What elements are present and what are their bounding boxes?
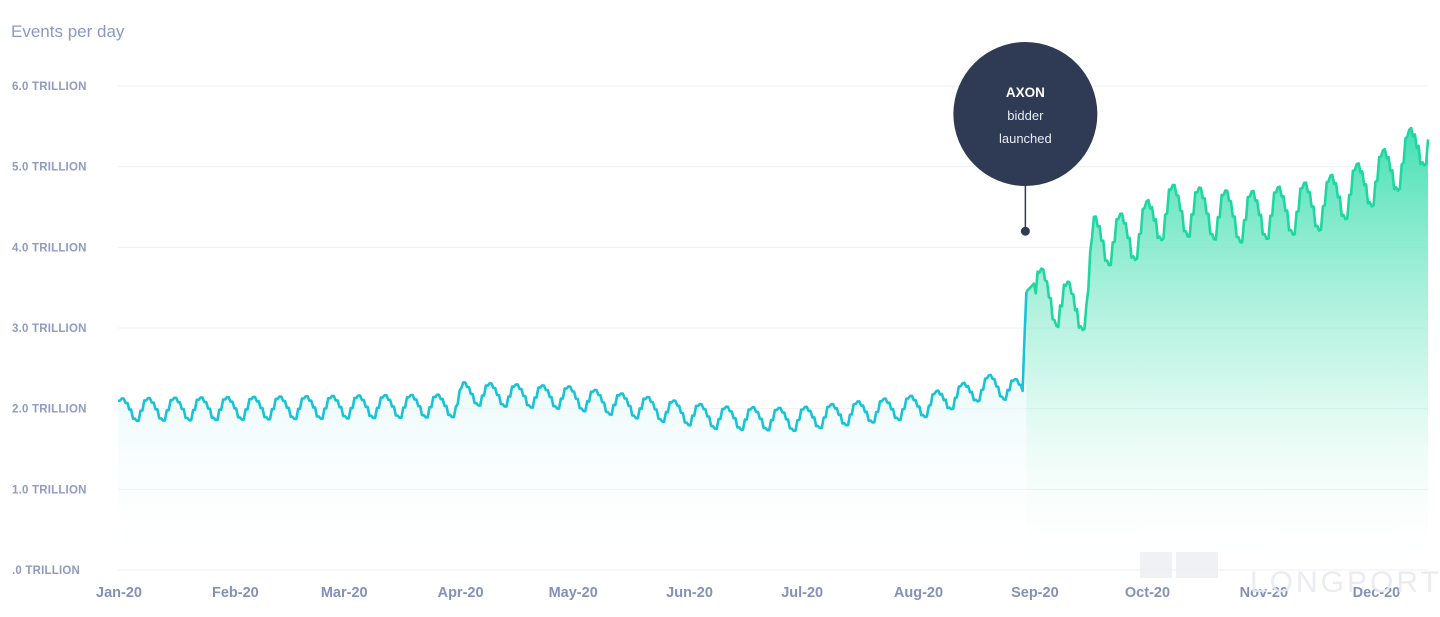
x-tick-label: Dec-20 (1353, 585, 1401, 601)
x-axis: Jan-20 Feb-20 Mar-20 Apr-20 May-20 Jun-20 Jul-… (96, 585, 1400, 601)
x-tick-label: Jul-20 (781, 585, 823, 601)
x-tick-label: Jun-20 (666, 585, 713, 601)
series-line-post-launch (1025, 126, 1430, 332)
plot-area (117, 126, 1430, 570)
y-tick-label: 6.0 TRILLION (12, 81, 87, 93)
x-tick-label: Aug-20 (894, 585, 943, 601)
x-tick-label: Jan-20 (96, 585, 142, 601)
y-tick-label: 1.0 TRILLION (12, 484, 87, 496)
y-tick-label: 5.0 TRILLION (12, 162, 87, 174)
x-tick-label: Oct-20 (1125, 585, 1170, 601)
annotation-text: bidder (1007, 108, 1044, 123)
y-axis: .0 TRILLION 1.0 TRILLION 2.0 TRILLION 3.0 T… (12, 81, 87, 577)
y-tick-label: 4.0 TRILLION (12, 242, 87, 254)
annotation-layer: AXON bidder launched (953, 42, 1098, 236)
area-fill-pre-launch (118, 291, 1027, 570)
annotation-marker (1020, 226, 1030, 236)
x-tick-label: Apr-20 (438, 585, 484, 601)
x-tick-label: Feb-20 (212, 585, 259, 601)
x-tick-label: Sep-20 (1011, 585, 1059, 601)
chart-title: Events per day (11, 22, 125, 41)
watermark-text: LONGPORT (1250, 566, 1440, 599)
x-tick-label: Mar-20 (321, 585, 368, 601)
annotation-text: AXON (1006, 85, 1045, 100)
x-tick-label: Nov-20 (1240, 585, 1288, 601)
y-tick-label: 2.0 TRILLION (12, 404, 87, 416)
y-tick-label: .0 TRILLION (12, 565, 80, 577)
series-line-pre-launch (117, 291, 1028, 433)
annotation-bubble (953, 42, 1098, 186)
x-tick-label: May-20 (549, 585, 598, 601)
annotation-text: launched (999, 131, 1052, 146)
y-tick-label: 3.0 TRILLION (12, 323, 87, 335)
